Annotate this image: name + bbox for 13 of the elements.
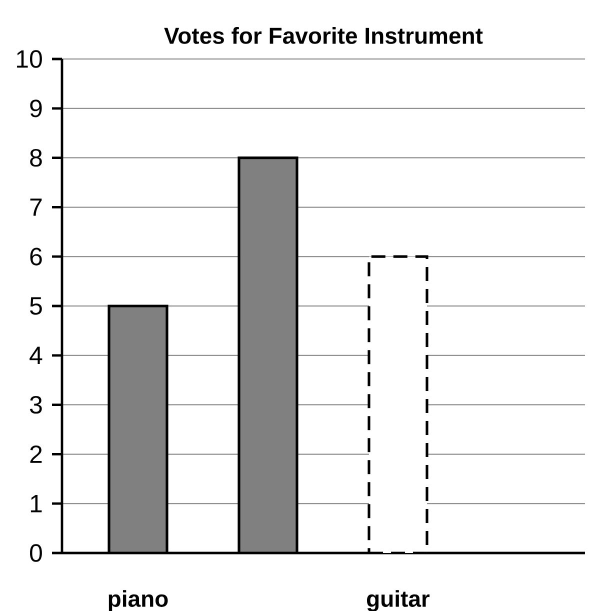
y-tick-label: 1 bbox=[30, 495, 42, 512]
y-tick-label: 9 bbox=[30, 100, 42, 118]
y-tick-label: 10 bbox=[17, 50, 42, 68]
y-tick-label: 2 bbox=[30, 445, 42, 463]
y-tick-label: 0 bbox=[30, 544, 42, 562]
x-tick-label: piano bbox=[108, 590, 168, 611]
y-tick-label: 8 bbox=[30, 148, 42, 167]
y-tick-label: 3 bbox=[30, 396, 42, 414]
chart-title: Votes for Favorite Instrument bbox=[164, 27, 483, 44]
y-tick-label: 4 bbox=[30, 346, 42, 364]
y-tick-label: 7 bbox=[30, 198, 42, 216]
y-tick-label: 6 bbox=[30, 248, 42, 266]
y-tick-label: 5 bbox=[30, 297, 42, 315]
